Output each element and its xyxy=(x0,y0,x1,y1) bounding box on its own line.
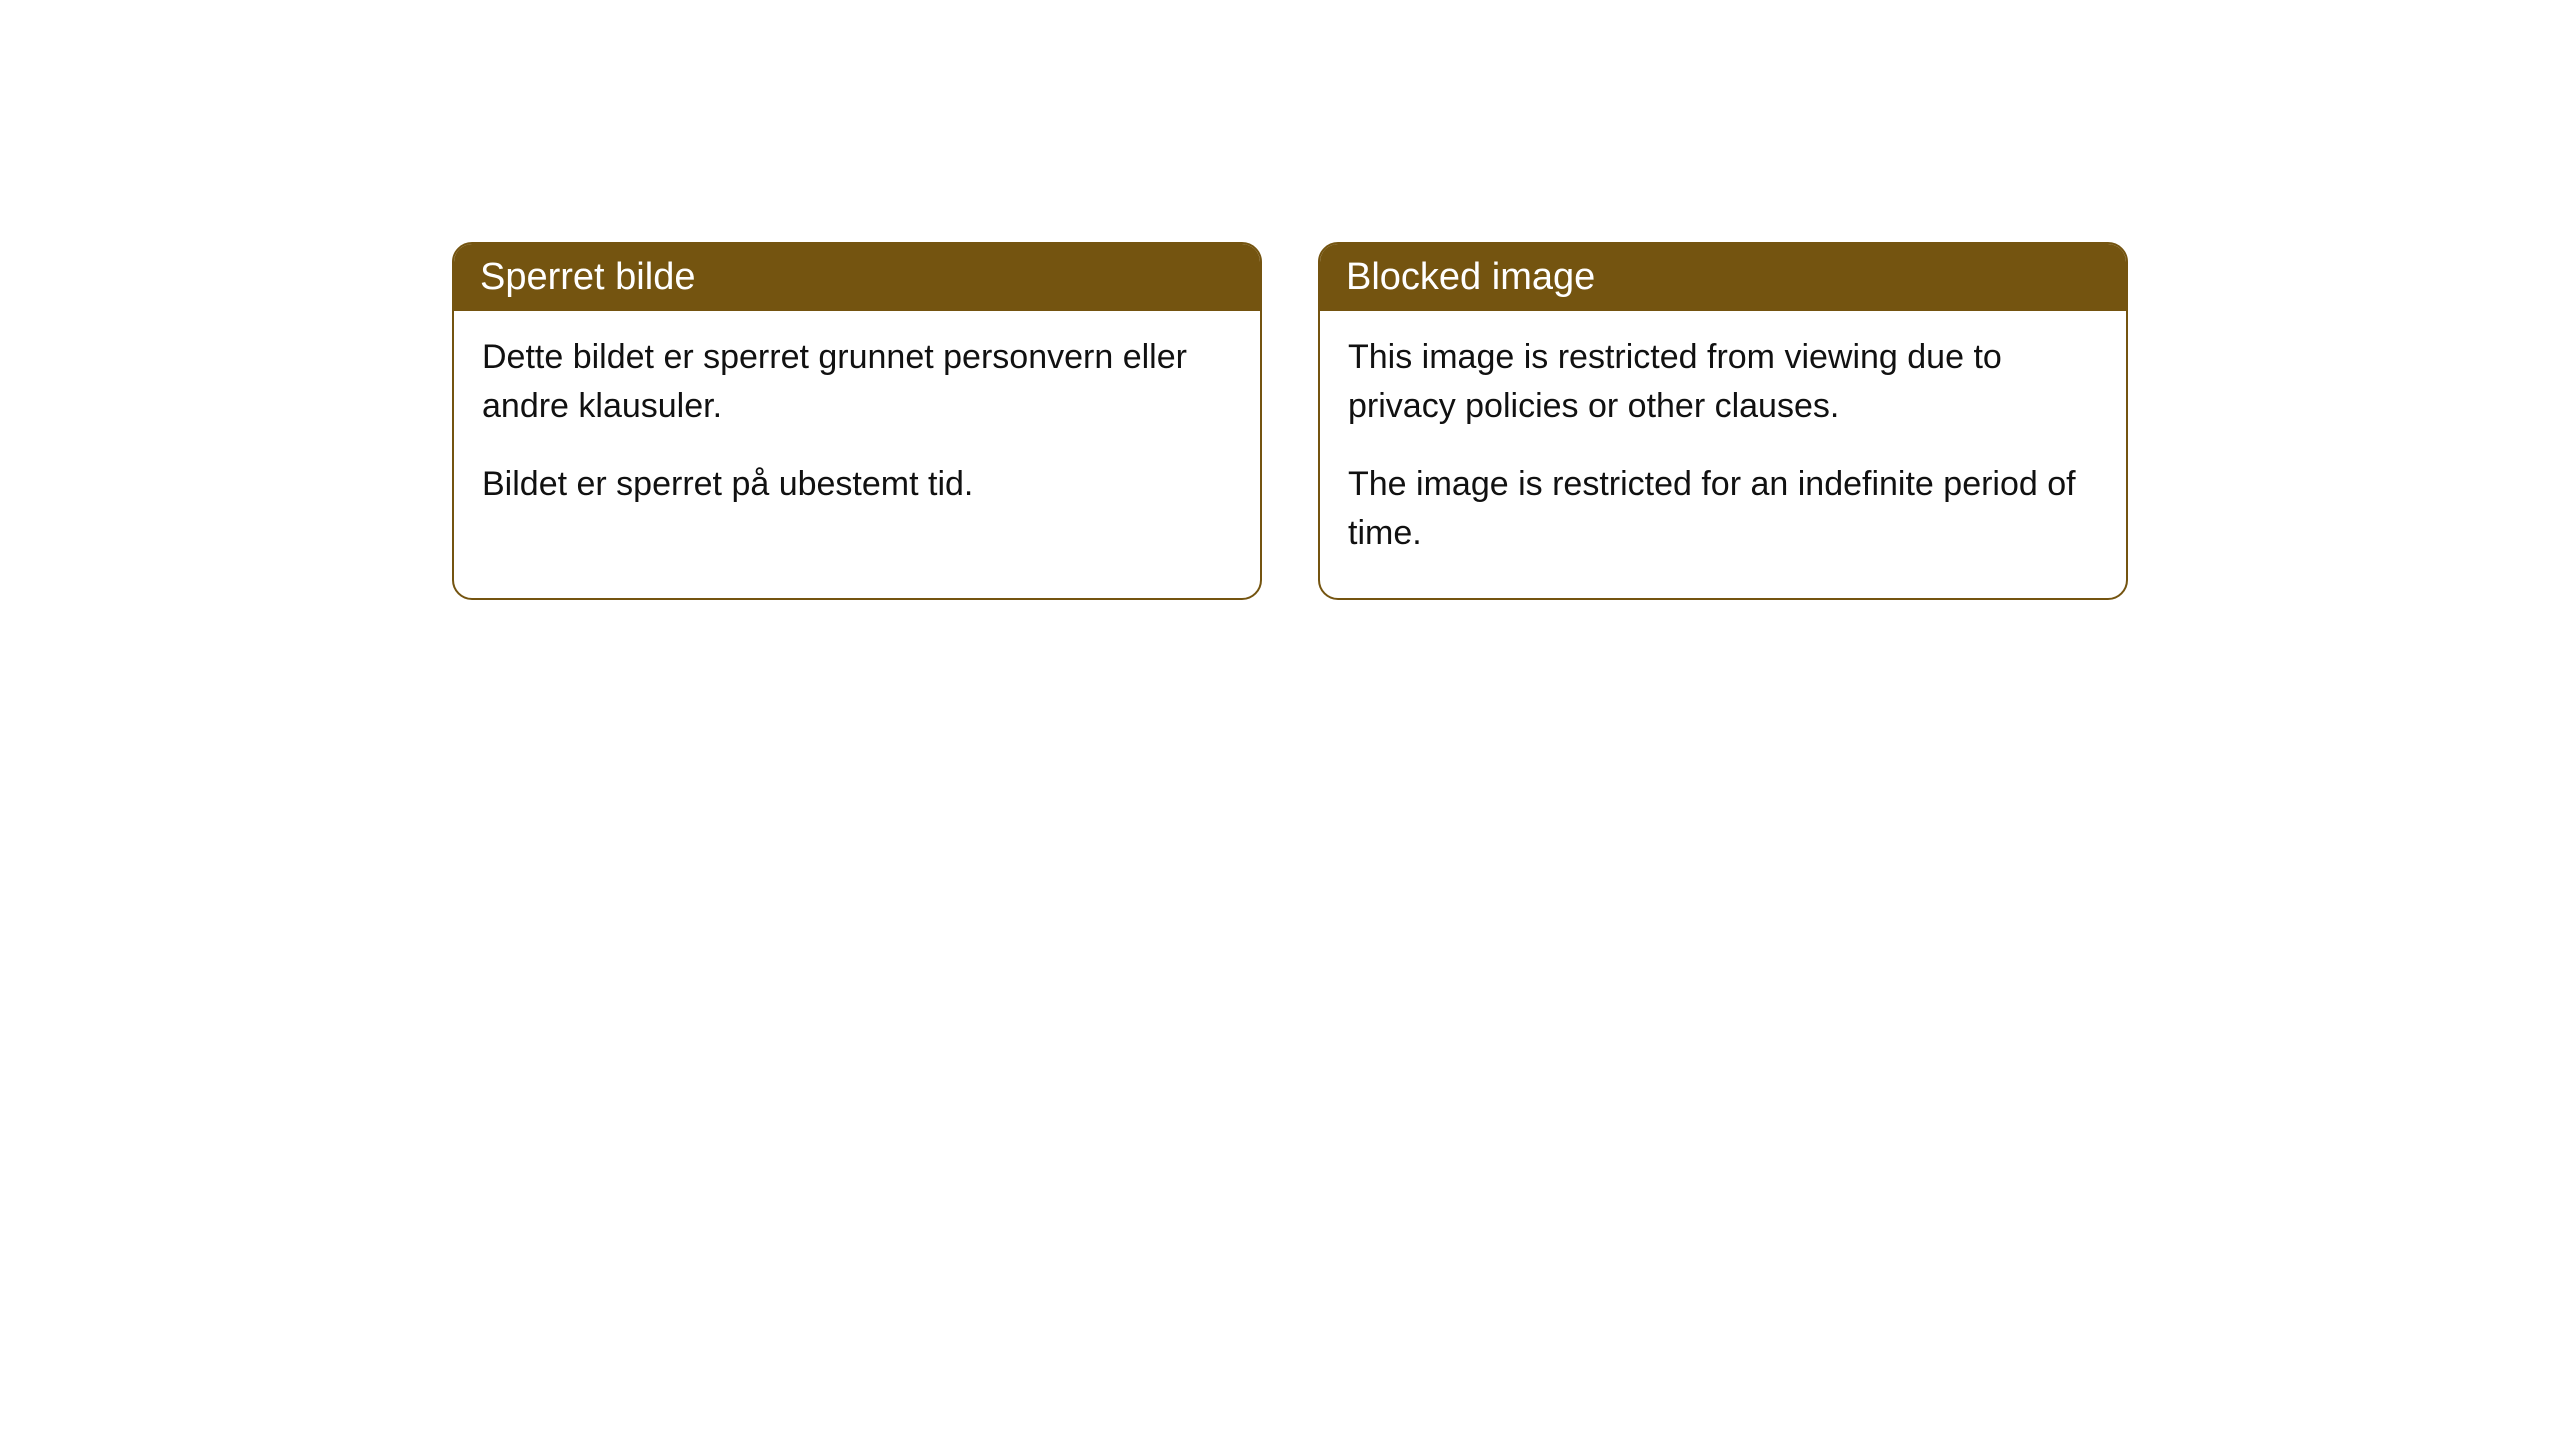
card-title-en: Blocked image xyxy=(1346,256,1595,298)
card-body-en: This image is restricted from viewing du… xyxy=(1320,311,2126,598)
blocked-image-card-en: Blocked image This image is restricted f… xyxy=(1318,242,2128,600)
cards-container: Sperret bilde Dette bildet er sperret gr… xyxy=(0,0,2560,600)
card-title-no: Sperret bilde xyxy=(480,256,695,298)
card-header-no: Sperret bilde xyxy=(454,244,1260,311)
card-paragraph-no-2: Bildet er sperret på ubestemt tid. xyxy=(482,460,1232,509)
card-body-no: Dette bildet er sperret grunnet personve… xyxy=(454,311,1260,549)
card-paragraph-no-1: Dette bildet er sperret grunnet personve… xyxy=(482,333,1232,432)
card-header-en: Blocked image xyxy=(1320,244,2126,311)
blocked-image-card-no: Sperret bilde Dette bildet er sperret gr… xyxy=(452,242,1262,600)
card-paragraph-en-2: The image is restricted for an indefinit… xyxy=(1348,460,2098,559)
card-paragraph-en-1: This image is restricted from viewing du… xyxy=(1348,333,2098,432)
